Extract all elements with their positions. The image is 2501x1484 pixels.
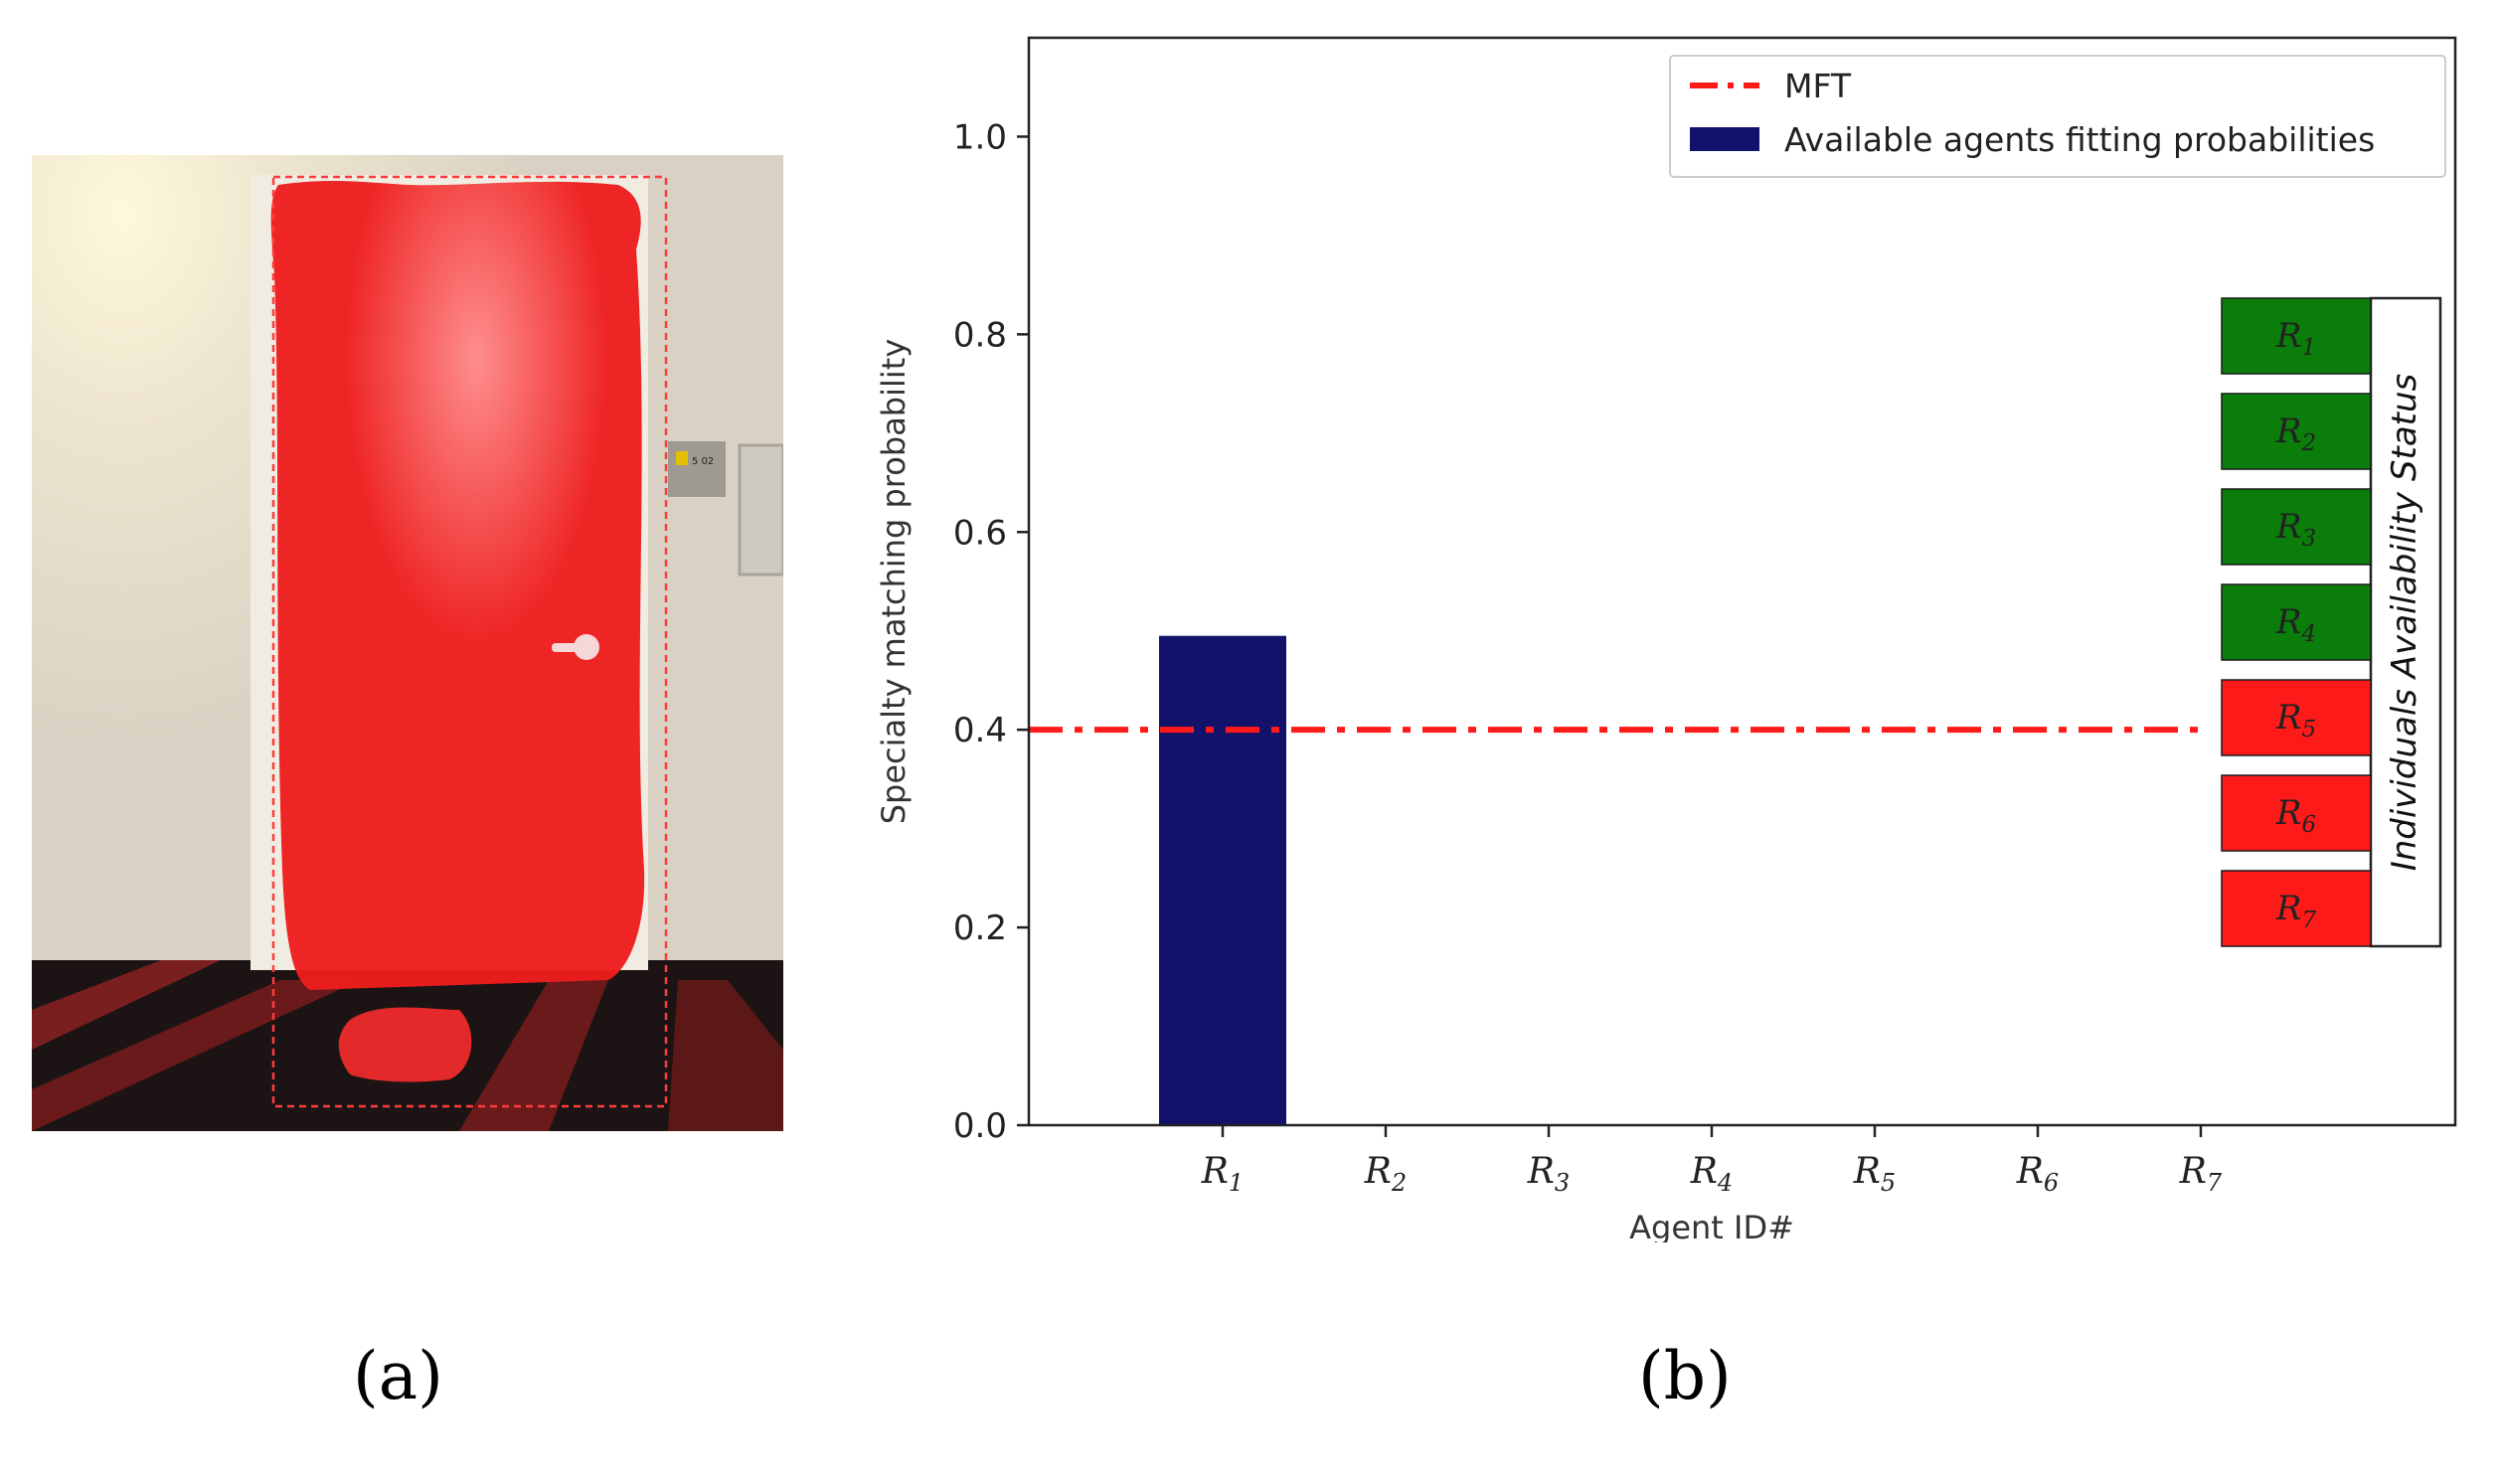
room-sign-text: 5 02 xyxy=(692,456,714,467)
x-axis-ticks: R1 R2 R3 R4 R5 R6 R7 xyxy=(1201,1125,2223,1197)
y-tick-label: 0.4 xyxy=(953,711,1007,750)
status-panel-frame xyxy=(2369,296,2442,948)
detection-bounding-box xyxy=(271,175,668,1108)
y-tick-label: 0.6 xyxy=(953,513,1007,553)
legend-mft-label: MFT xyxy=(1784,67,1852,105)
status-box-R7 xyxy=(2221,870,2372,947)
y-axis-label: Specialty matching probability xyxy=(875,339,913,825)
x-tick-label: R7 xyxy=(2179,1151,2223,1197)
floor-segmentation-blob xyxy=(338,1007,472,1082)
status-box-R2 xyxy=(2221,393,2372,470)
legend-bar-swatch xyxy=(1690,127,1759,151)
door-segmentation-mask xyxy=(270,180,645,991)
floor-stripe xyxy=(32,960,221,1050)
probability-chart: 0.0 0.2 0.4 0.6 0.8 1.0 R1 R2 R3 R4 R5 R6 R7 Agent … xyxy=(875,36,2457,1246)
status-label-R7: R7 xyxy=(2275,889,2317,933)
x-tick-label: R2 xyxy=(1364,1151,1407,1197)
status-label-R3: R3 xyxy=(2275,507,2316,552)
door-photo: 5 02 xyxy=(32,155,783,1131)
door-photo-image: 5 02 xyxy=(32,155,783,1131)
bars-layer xyxy=(1159,635,1286,1125)
chart-container: 0.0 0.2 0.4 0.6 0.8 1.0 R1 R2 R3 R4 R5 R6 R7 Agent … xyxy=(865,20,2475,1246)
legend: MFT Available agents fitting probabiliti… xyxy=(1669,55,2446,178)
legend-box xyxy=(1669,55,2446,178)
panel-b-label: (b) xyxy=(1638,1338,1732,1414)
status-items: R1 R2 R3 R4 R5 R6 R7 xyxy=(2221,297,2372,947)
floor-stripe xyxy=(459,980,608,1131)
x-tick-label: R5 xyxy=(1853,1151,1896,1197)
y-tick-label: 0.2 xyxy=(953,908,1007,948)
status-box-R4 xyxy=(2221,583,2372,661)
bar-R1 xyxy=(1159,635,1286,1125)
wall-panel xyxy=(738,443,783,577)
status-label-R6: R6 xyxy=(2275,793,2316,838)
x-tick-label: R6 xyxy=(2016,1151,2059,1197)
room-sign-marker xyxy=(676,451,688,465)
y-axis-ticks: 0.0 0.2 0.4 0.6 0.8 1.0 xyxy=(953,117,1029,1146)
door-lever xyxy=(552,643,587,652)
status-label-R5: R5 xyxy=(2275,698,2316,742)
x-tick-label: R3 xyxy=(1527,1151,1570,1197)
x-tick-label: R1 xyxy=(1201,1151,1244,1197)
x-tick-label: R4 xyxy=(1690,1151,1733,1197)
legend-series-label: Available agents fitting probabilities xyxy=(1784,120,2375,159)
status-panel-title: Individuals Availability Status xyxy=(2385,374,2424,872)
x-axis-label: Agent ID# xyxy=(1629,1209,1794,1242)
status-label-R1: R1 xyxy=(2275,316,2316,361)
availability-status-panel: Individuals Availability Status R1 R2 R3 R4… xyxy=(2221,296,2442,948)
floor-stripe xyxy=(668,980,783,1131)
status-box-R5 xyxy=(2221,679,2372,756)
plot-frame xyxy=(1027,36,2457,1127)
floor-stripe xyxy=(32,980,360,1131)
status-box-R1 xyxy=(2221,297,2372,375)
y-tick-label: 0.0 xyxy=(953,1106,1007,1146)
room-sign xyxy=(668,441,726,497)
status-box-R6 xyxy=(2221,774,2372,852)
status-label-R4: R4 xyxy=(2275,602,2316,647)
status-box-R3 xyxy=(2221,488,2372,566)
y-tick-label: 1.0 xyxy=(953,117,1007,157)
panel-a-label: (a) xyxy=(353,1338,443,1414)
y-tick-label: 0.8 xyxy=(953,315,1007,355)
status-label-R2: R2 xyxy=(2275,412,2316,456)
